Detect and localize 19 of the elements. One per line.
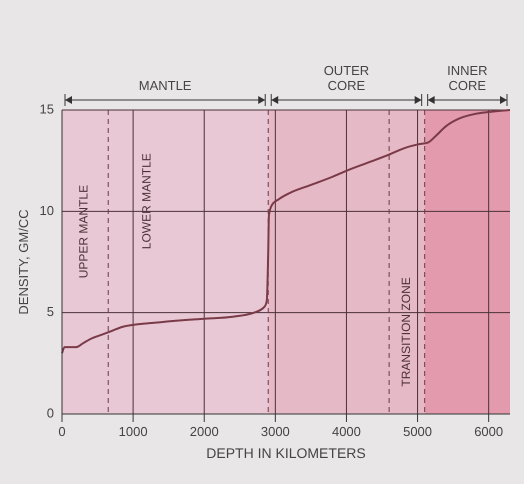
y-tick-label: 10	[40, 202, 54, 218]
band-label: MANTLE	[138, 78, 192, 93]
band-label: OUTER CORE	[324, 63, 370, 93]
y-tick-label: 0	[46, 405, 54, 420]
x-axis-title: DEPTH IN KILOMETERS	[206, 445, 366, 461]
y-tick-label: 15	[40, 101, 54, 116]
x-tick-label: 2000	[190, 424, 219, 439]
y-tick-label: 5	[46, 304, 54, 320]
annotation: TRANSITION ZONE	[399, 277, 414, 387]
y-axis-title: DENSITY, GM/CC	[16, 209, 31, 315]
x-tick-label: 3000	[260, 424, 290, 439]
band-label: INNER CORE	[447, 63, 488, 93]
annotation: UPPER MANTLE	[76, 184, 91, 278]
x-tick-label: 4000	[332, 424, 361, 439]
x-tick-label: 6000	[474, 424, 504, 439]
x-tick-label: 1000	[118, 424, 148, 439]
x-tick-label: 5000	[403, 424, 432, 439]
annotation: LOWER MANTLE	[139, 153, 154, 250]
x-tick-label: 0	[58, 424, 66, 439]
